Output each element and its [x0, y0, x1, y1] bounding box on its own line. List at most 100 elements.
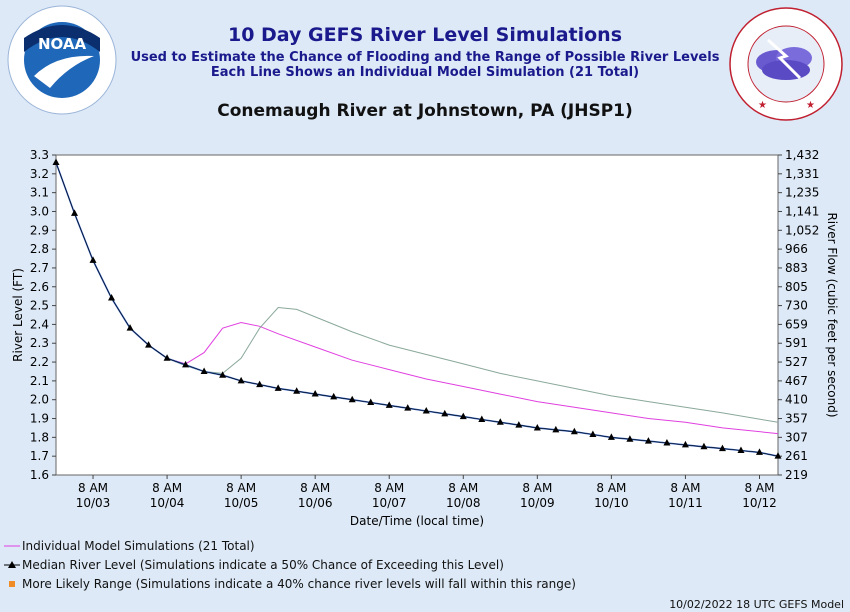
y-tick-label: 3.3	[30, 148, 49, 162]
y2-tick-label: 591	[785, 336, 808, 350]
y-tick-label: 2.7	[30, 261, 49, 275]
median-marker	[237, 376, 245, 384]
median-marker	[589, 430, 597, 438]
y-tick-label: 2.6	[30, 280, 49, 294]
y2-tick-label: 805	[785, 280, 808, 294]
median-marker	[274, 384, 282, 391]
x-tick-time: 8 AM	[670, 481, 700, 495]
median-marker	[330, 392, 338, 400]
y-tick-label: 3.0	[30, 204, 49, 218]
median-marker	[718, 444, 726, 452]
y2-axis-label: River Flow (cubic feet per second)	[825, 212, 839, 417]
y2-tick-label: 659	[785, 317, 808, 331]
median-marker	[441, 409, 449, 417]
y2-tick-label: 1,141	[785, 204, 819, 218]
nws-star-right: ★	[806, 100, 815, 111]
y2-tick-label: 307	[785, 430, 808, 444]
median-marker	[681, 440, 689, 448]
median-marker	[422, 407, 430, 414]
median-marker	[459, 412, 467, 420]
x-tick-date: 10/05	[224, 496, 259, 510]
x-tick-time: 8 AM	[522, 481, 552, 495]
y-tick-label: 1.8	[30, 430, 49, 444]
median-marker	[348, 395, 356, 403]
y-axis-ticks: 3.3 3.2 3.1 3.0 2.9 2.8 2.7 2.6 2.5 2.4 2.3 2.2 2.1 2…	[30, 148, 56, 482]
median-marker	[200, 367, 208, 374]
page-title: 10 Day GEFS River Level Simulations	[227, 24, 623, 46]
y2-tick-label: 1,052	[785, 223, 819, 237]
x-tick-date: 10/04	[150, 496, 185, 510]
y2-tick-label: 467	[785, 374, 808, 388]
median-marker	[404, 404, 412, 411]
subtitle-1: Used to Estimate the Chance of Flooding …	[130, 50, 720, 65]
median-marker	[607, 433, 615, 440]
median-marker	[89, 256, 97, 263]
y-tick-label: 2.3	[30, 336, 49, 350]
y-tick-label: 3.2	[30, 167, 49, 181]
median-marker	[219, 371, 227, 378]
median-marker	[311, 390, 319, 397]
y-tick-label: 1.7	[30, 449, 49, 463]
y-tick-label: 3.1	[30, 186, 49, 200]
median-marker	[71, 209, 79, 216]
legend-individual: Individual Model Simulations (21 Total)	[22, 539, 255, 553]
x-tick-time: 8 AM	[448, 481, 478, 495]
nws-logo: ★ ★	[729, 7, 843, 121]
location-title: Conemaugh River at Johnstown, PA (JHSP1)	[217, 101, 633, 121]
y2-tick-label: 357	[785, 412, 808, 426]
median-marker	[570, 427, 578, 435]
y-tick-label: 1.9	[30, 412, 49, 426]
x-tick-time: 8 AM	[374, 481, 404, 495]
y-tick-label: 2.9	[30, 223, 49, 237]
median-marker	[293, 387, 301, 394]
y-tick-label: 2.8	[30, 242, 49, 256]
legend-swatch-individual	[4, 545, 20, 547]
median-marker	[626, 435, 634, 442]
noaa-logo: NOAA	[7, 5, 117, 115]
y2-tick-label: 219	[785, 468, 808, 482]
y-tick-label: 2.0	[30, 393, 49, 407]
plot-area	[55, 154, 779, 476]
x-tick-time: 8 AM	[226, 481, 256, 495]
x-tick-date: 10/12	[742, 496, 777, 510]
x-axis-label: Date/Time (local time)	[350, 514, 484, 528]
model-run-footer: 10/02/2022 18 UTC GEFS Model	[669, 598, 844, 611]
x-tick-time: 8 AM	[596, 481, 626, 495]
median-marker	[552, 425, 560, 433]
x-tick-date: 10/08	[446, 496, 481, 510]
median-line-core	[55, 162, 779, 457]
median-marker	[700, 442, 708, 450]
median-marker	[533, 423, 541, 431]
y-tick-label: 2.1	[30, 374, 49, 388]
x-tick-time: 8 AM	[78, 481, 108, 495]
median-marker	[496, 418, 504, 425]
median-marker	[774, 452, 782, 459]
median-marker	[515, 421, 523, 428]
median-marker	[256, 380, 264, 388]
y-tick-label: 1.6	[30, 468, 49, 482]
river-level-chart: 3.3 3.2 3.1 3.0 2.9 2.8 2.7 2.6 2.5 2.4 2.3 2.2 2.1 2…	[11, 148, 839, 528]
median-markers	[52, 158, 782, 459]
median-marker	[126, 324, 134, 331]
legend-swatch-range	[9, 581, 15, 587]
median-marker	[108, 294, 116, 301]
legend-swatch-median	[4, 561, 20, 568]
y-tick-label: 2.5	[30, 299, 49, 313]
y2-tick-label: 730	[785, 299, 808, 313]
legend-median: Median River Level (Simulations indicate…	[22, 558, 504, 572]
median-marker	[163, 354, 171, 361]
median-marker	[737, 446, 745, 454]
x-tick-date: 10/03	[76, 496, 111, 510]
y2-tick-label: 410	[785, 393, 808, 407]
y-tick-label: 2.2	[30, 355, 49, 369]
y2-axis-ticks: 1,432 1,331 1,235 1,141 1,052 966 883 805 730 659…	[778, 148, 819, 482]
median-marker	[367, 398, 375, 406]
x-tick-date: 10/10	[594, 496, 629, 510]
y2-tick-label: 1,432	[785, 148, 819, 162]
x-tick-date: 10/09	[520, 496, 555, 510]
median-marker	[145, 341, 153, 348]
x-tick-time: 8 AM	[300, 481, 330, 495]
median-marker	[478, 415, 486, 422]
subtitle-2: Each Line Shows an Individual Model Simu…	[210, 65, 640, 80]
